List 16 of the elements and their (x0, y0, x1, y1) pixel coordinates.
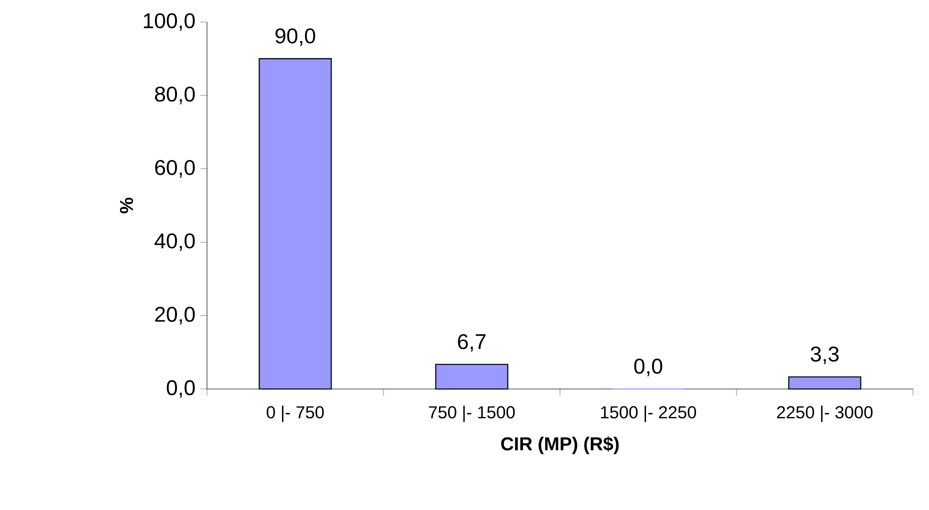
y-tick-label: 40,0 (154, 233, 195, 251)
y-tick-label: 60,0 (155, 160, 195, 178)
y-tick-label: 80,0 (155, 86, 195, 104)
data-label: 90,0 (276, 28, 316, 46)
data-label: 3,3 (810, 346, 839, 364)
y-tick-label: 100,0 (144, 13, 195, 31)
data-label: 6,7 (458, 334, 486, 352)
x-axis-title: CIR (MP) (R$) (501, 436, 619, 454)
x-tick-label: 0 |- 750 (266, 406, 324, 422)
y-tick-label: 0,0 (166, 380, 195, 398)
y-tick-label: 20,0 (155, 306, 195, 324)
x-tick-label: 750 |- 1500 (428, 406, 515, 422)
x-tick-label: 2250 |- 3000 (777, 406, 873, 422)
data-label: 0,0 (634, 358, 662, 376)
x-tick-label: 1500 |- 2250 (601, 406, 696, 422)
y-axis-title: % (120, 198, 134, 214)
